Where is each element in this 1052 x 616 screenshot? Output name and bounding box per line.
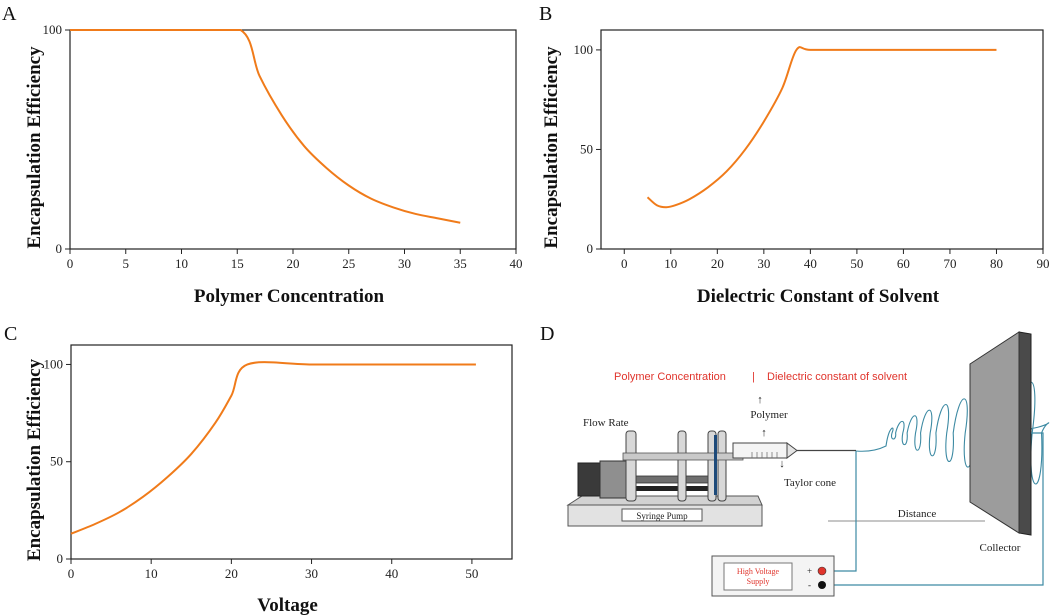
minus-sign: - bbox=[808, 580, 811, 590]
x-tick-label: 10 bbox=[664, 256, 677, 271]
x-tick-label: 90 bbox=[1037, 256, 1050, 271]
x-tick-label: 5 bbox=[123, 256, 130, 271]
y-tick-label: 50 bbox=[580, 141, 593, 156]
series-line-c bbox=[70, 361, 476, 535]
y-axis-title: Encapsulation Efficiency bbox=[24, 358, 45, 561]
x-tick-label: 30 bbox=[757, 256, 770, 271]
x-axis-title: Voltage bbox=[257, 595, 318, 616]
panel-letter-b: B bbox=[539, 3, 552, 25]
x-tick-label: 0 bbox=[68, 566, 75, 581]
syringe-pump-label: Syringe Pump bbox=[636, 511, 688, 521]
x-tick-label: 40 bbox=[804, 256, 817, 271]
y-tick-label: 100 bbox=[43, 22, 63, 37]
x-tick-label: 50 bbox=[465, 566, 478, 581]
plot-frame bbox=[600, 29, 1044, 250]
x-tick-label: 35 bbox=[454, 256, 467, 271]
x-tick-label: 40 bbox=[510, 256, 523, 271]
x-tick-label: 0 bbox=[67, 256, 74, 271]
x-tick-label: 10 bbox=[175, 256, 188, 271]
down-arrow-icon: ↓ bbox=[779, 458, 785, 470]
dielectric-label: Dielectric constant of solvent bbox=[767, 371, 907, 383]
x-tick-label: 15 bbox=[231, 256, 244, 271]
y-tick-label: 0 bbox=[56, 241, 63, 256]
taylor-cone-label: Taylor cone bbox=[784, 477, 836, 489]
x-axis-title: Dielectric Constant of Solvent bbox=[697, 286, 940, 307]
collector-plate bbox=[969, 331, 1032, 536]
y-tick-label: 100 bbox=[44, 356, 64, 371]
hv-label-line2: Supply bbox=[747, 577, 770, 586]
x-tick-label: 40 bbox=[385, 566, 398, 581]
up-arrow-icon: ↑ bbox=[757, 394, 763, 406]
x-tick-label: 60 bbox=[897, 256, 910, 271]
panel-letter-c: C bbox=[4, 323, 17, 345]
x-tick-label: 20 bbox=[225, 566, 238, 581]
label-separator: | bbox=[752, 371, 755, 383]
plot-frame bbox=[70, 344, 513, 560]
series-line-a bbox=[70, 29, 461, 224]
x-tick-label: 30 bbox=[398, 256, 411, 271]
positive-wire bbox=[822, 451, 857, 572]
y-tick-label: 0 bbox=[587, 241, 594, 256]
x-tick-label: 50 bbox=[850, 256, 863, 271]
series-line-b bbox=[646, 46, 997, 209]
panel-c: C 0 10 20 30 40 50 0 50 100 Voltage Encapsulation E… bbox=[4, 323, 513, 616]
syringe-pump: Syringe Pump bbox=[566, 430, 763, 527]
plus-sign: + bbox=[807, 566, 812, 576]
syringe bbox=[732, 442, 856, 459]
panel-letter-d: D bbox=[540, 323, 554, 345]
panel-letter-a: A bbox=[2, 3, 17, 25]
syringe-pump-label-box bbox=[621, 508, 703, 522]
collector-label: Collector bbox=[980, 542, 1021, 554]
up-arrow-icon: ↑ bbox=[761, 427, 767, 439]
x-tick-label: 0 bbox=[621, 256, 628, 271]
polymer-label: Polymer bbox=[750, 409, 788, 421]
panel-a: A 0 5 10 15 20 25 30 35 40 0 100 Polymer Concentrati… bbox=[2, 3, 523, 307]
distance-label: Distance bbox=[898, 508, 937, 520]
x-tick-label: 10 bbox=[145, 566, 158, 581]
x-tick-label: 25 bbox=[342, 256, 355, 271]
x-tick-label: 20 bbox=[711, 256, 724, 271]
y-tick-label: 50 bbox=[50, 454, 63, 469]
x-tick-label: 20 bbox=[287, 256, 300, 271]
x-tick-label: 70 bbox=[943, 256, 956, 271]
high-voltage-supply: High Voltage Supply + - bbox=[711, 555, 835, 597]
panel-b: B 0 10 20 30 40 50 60 70 80 90 0 50 100 Dielectric Con… bbox=[539, 3, 1050, 307]
y-tick-label: 0 bbox=[57, 551, 64, 566]
hv-label-line1: High Voltage bbox=[737, 567, 780, 576]
ground-wire bbox=[822, 432, 1044, 586]
y-tick-label: 100 bbox=[574, 42, 594, 57]
x-axis-title: Polymer Concentration bbox=[194, 286, 385, 307]
plot-frame bbox=[69, 29, 517, 250]
y-axis-title: Encapsulation Efficiency bbox=[541, 46, 562, 249]
polymer-concentration-label: Polymer Concentration bbox=[614, 371, 726, 383]
x-tick-label: 80 bbox=[990, 256, 1003, 271]
y-axis-title: Encapsulation Efficiency bbox=[24, 46, 45, 249]
electrospinning-diagram: D Polymer Concentration | Dielectric con… bbox=[540, 323, 1050, 597]
flow-rate-label: Flow Rate bbox=[583, 417, 629, 429]
negative-terminal-icon bbox=[818, 581, 826, 589]
x-tick-label: 30 bbox=[305, 566, 318, 581]
positive-terminal-icon bbox=[817, 566, 827, 576]
